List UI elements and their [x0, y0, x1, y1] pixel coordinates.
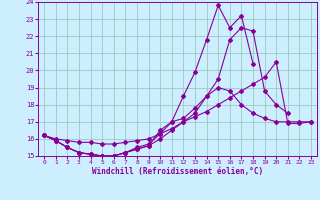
X-axis label: Windchill (Refroidissement éolien,°C): Windchill (Refroidissement éolien,°C) — [92, 167, 263, 176]
